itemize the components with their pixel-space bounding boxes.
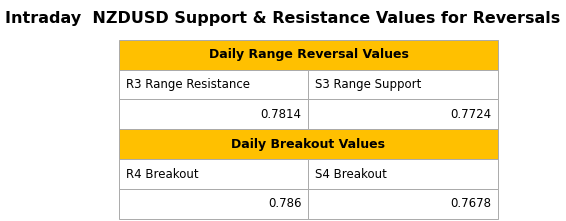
Bar [119,189,308,219]
Bar [119,99,308,129]
Bar [308,189,498,219]
Text: 0.786: 0.786 [268,197,302,210]
Text: S4 Breakout: S4 Breakout [315,168,387,181]
Bar [308,159,498,189]
Text: 0.7814: 0.7814 [261,108,302,121]
Bar [119,159,308,189]
Text: Daily Breakout Values: Daily Breakout Values [231,138,385,151]
Text: R4 Breakout: R4 Breakout [126,168,198,181]
Text: Daily Range Reversal Values: Daily Range Reversal Values [208,48,409,61]
Bar [308,99,498,129]
Text: 0.7724: 0.7724 [450,108,491,121]
Text: R3 Range Resistance: R3 Range Resistance [126,78,250,91]
Text: 0.7678: 0.7678 [451,197,491,210]
Bar [119,40,498,70]
Text: S3 Range Support: S3 Range Support [315,78,422,91]
Text: Intraday  NZDUSD Support & Resistance Values for Reversals: Intraday NZDUSD Support & Resistance Val… [5,11,561,26]
Bar [119,129,498,159]
Bar [119,70,308,99]
Bar [308,70,498,99]
